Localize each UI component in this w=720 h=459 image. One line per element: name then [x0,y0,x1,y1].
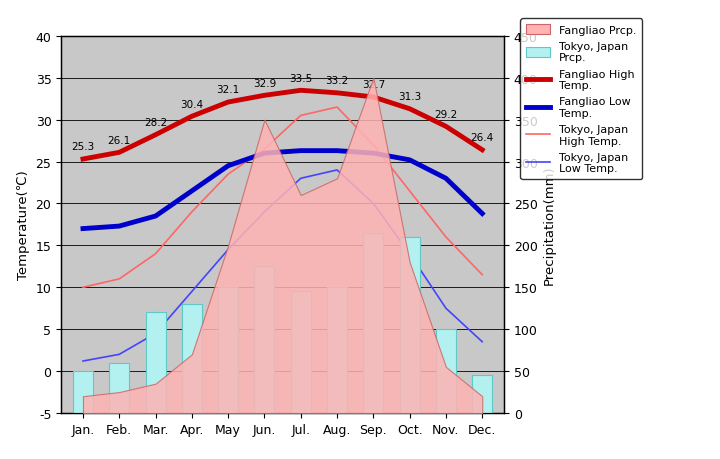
Text: 33.2: 33.2 [325,76,348,86]
Bar [145,313,166,413]
Bar [327,288,347,413]
Bar [109,363,130,413]
Text: 32.7: 32.7 [361,80,385,90]
Text: 33.5: 33.5 [289,73,312,84]
Text: 32.9: 32.9 [253,78,276,89]
Text: 26.1: 26.1 [108,135,131,146]
Legend: Fangliao Prcp., Tokyo, Japan
Prcp., Fangliao High
Temp., Fangliao Low
Temp., Tok: Fangliao Prcp., Tokyo, Japan Prcp., Fang… [521,19,642,179]
Text: 29.2: 29.2 [434,110,457,119]
Bar [182,304,202,413]
Text: 31.3: 31.3 [398,92,421,102]
Bar [472,375,492,413]
Bar [436,330,456,413]
Text: 30.4: 30.4 [180,100,204,110]
Text: 26.4: 26.4 [471,133,494,143]
Text: 28.2: 28.2 [144,118,167,128]
Text: 32.1: 32.1 [217,85,240,95]
Y-axis label: Precipitation(mm): Precipitation(mm) [543,165,556,285]
Bar [400,237,420,413]
Text: 25.3: 25.3 [71,142,94,152]
Bar [364,233,383,413]
Bar [254,267,274,413]
Bar [73,371,93,413]
Bar [218,288,238,413]
Y-axis label: Temperature(℃): Temperature(℃) [17,170,30,280]
Bar [291,292,311,413]
